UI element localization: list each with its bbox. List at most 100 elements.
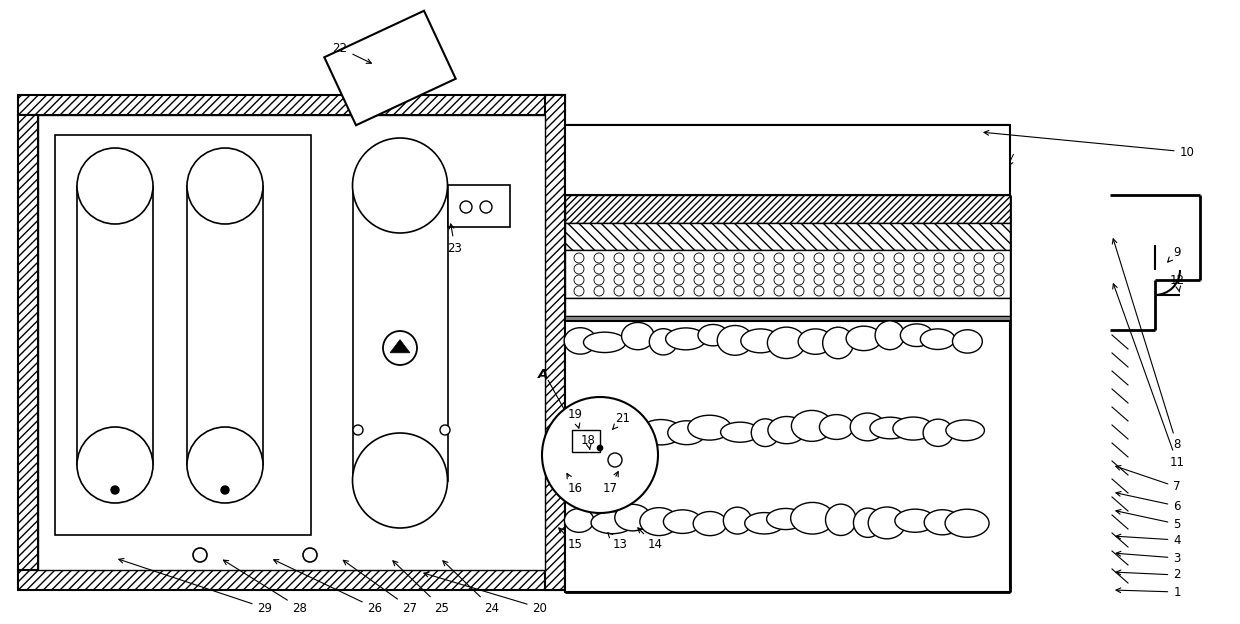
Circle shape	[813, 286, 825, 296]
Circle shape	[994, 253, 1004, 263]
Ellipse shape	[698, 324, 728, 346]
Text: 16: 16	[567, 474, 583, 494]
Bar	[77, 186, 153, 465]
Text: 17: 17	[603, 472, 619, 494]
Ellipse shape	[945, 509, 990, 537]
Circle shape	[694, 253, 704, 263]
Text: 5: 5	[1116, 510, 1180, 530]
Circle shape	[221, 486, 229, 494]
Polygon shape	[391, 339, 410, 353]
Circle shape	[303, 548, 317, 562]
Bar	[19, 570, 565, 590]
Text: 22: 22	[332, 42, 372, 63]
Ellipse shape	[820, 414, 853, 439]
Bar	[19, 115, 38, 570]
Circle shape	[675, 253, 684, 263]
Circle shape	[675, 264, 684, 274]
Ellipse shape	[187, 427, 263, 503]
Circle shape	[874, 264, 884, 274]
Ellipse shape	[768, 416, 806, 444]
Ellipse shape	[352, 433, 448, 528]
Circle shape	[973, 253, 985, 263]
Circle shape	[934, 253, 944, 263]
Ellipse shape	[720, 422, 760, 442]
Ellipse shape	[650, 329, 677, 355]
Circle shape	[112, 486, 119, 494]
Bar	[19, 95, 565, 115]
Ellipse shape	[851, 413, 885, 441]
Circle shape	[353, 425, 363, 435]
Ellipse shape	[640, 419, 682, 445]
Circle shape	[614, 264, 624, 274]
Circle shape	[934, 264, 944, 274]
Ellipse shape	[640, 508, 678, 535]
Text: 21: 21	[613, 411, 630, 429]
Ellipse shape	[895, 509, 935, 532]
Circle shape	[994, 286, 1004, 296]
Circle shape	[193, 548, 207, 562]
Ellipse shape	[946, 420, 985, 441]
Text: 12: 12	[1169, 273, 1184, 292]
Ellipse shape	[920, 329, 955, 349]
Circle shape	[914, 275, 924, 285]
Circle shape	[794, 253, 804, 263]
Circle shape	[653, 264, 663, 274]
Circle shape	[914, 286, 924, 296]
Circle shape	[874, 253, 884, 263]
Ellipse shape	[799, 329, 833, 354]
Circle shape	[614, 275, 624, 285]
Text: 26: 26	[274, 560, 382, 615]
Circle shape	[774, 264, 784, 274]
Text: 2: 2	[1116, 568, 1180, 582]
Circle shape	[894, 275, 904, 285]
Ellipse shape	[923, 419, 954, 446]
Circle shape	[594, 286, 604, 296]
Circle shape	[894, 264, 904, 274]
Text: 13: 13	[608, 533, 627, 552]
Text: 9: 9	[1168, 245, 1180, 262]
Bar	[546, 95, 565, 590]
Circle shape	[774, 253, 784, 263]
Circle shape	[854, 275, 864, 285]
Circle shape	[835, 264, 844, 274]
Polygon shape	[325, 11, 455, 125]
Circle shape	[594, 253, 604, 263]
Circle shape	[653, 286, 663, 296]
Text: 8: 8	[1112, 239, 1180, 452]
Circle shape	[813, 275, 825, 285]
Circle shape	[794, 286, 804, 296]
Ellipse shape	[568, 417, 605, 443]
Text: 15: 15	[559, 528, 583, 552]
Text: 20: 20	[424, 572, 547, 615]
Ellipse shape	[616, 416, 645, 444]
Bar	[38, 115, 546, 570]
Circle shape	[653, 253, 663, 263]
Ellipse shape	[826, 504, 856, 535]
Circle shape	[614, 286, 624, 296]
Ellipse shape	[846, 326, 882, 351]
Circle shape	[734, 275, 744, 285]
Text: 27: 27	[343, 560, 418, 615]
Ellipse shape	[77, 148, 153, 224]
Circle shape	[954, 264, 963, 274]
Circle shape	[574, 286, 584, 296]
Ellipse shape	[791, 411, 832, 441]
Text: 29: 29	[119, 558, 273, 615]
Bar	[448, 185, 510, 227]
Ellipse shape	[591, 512, 634, 534]
Circle shape	[480, 201, 492, 213]
Circle shape	[675, 286, 684, 296]
Circle shape	[794, 275, 804, 285]
Ellipse shape	[666, 328, 706, 350]
Circle shape	[894, 286, 904, 296]
Circle shape	[574, 264, 584, 274]
Ellipse shape	[564, 509, 594, 532]
Circle shape	[734, 264, 744, 274]
Ellipse shape	[187, 148, 263, 224]
Circle shape	[608, 453, 622, 467]
Circle shape	[914, 253, 924, 263]
Circle shape	[694, 264, 704, 274]
Circle shape	[594, 275, 604, 285]
Circle shape	[854, 253, 864, 263]
Text: 25: 25	[393, 561, 449, 615]
